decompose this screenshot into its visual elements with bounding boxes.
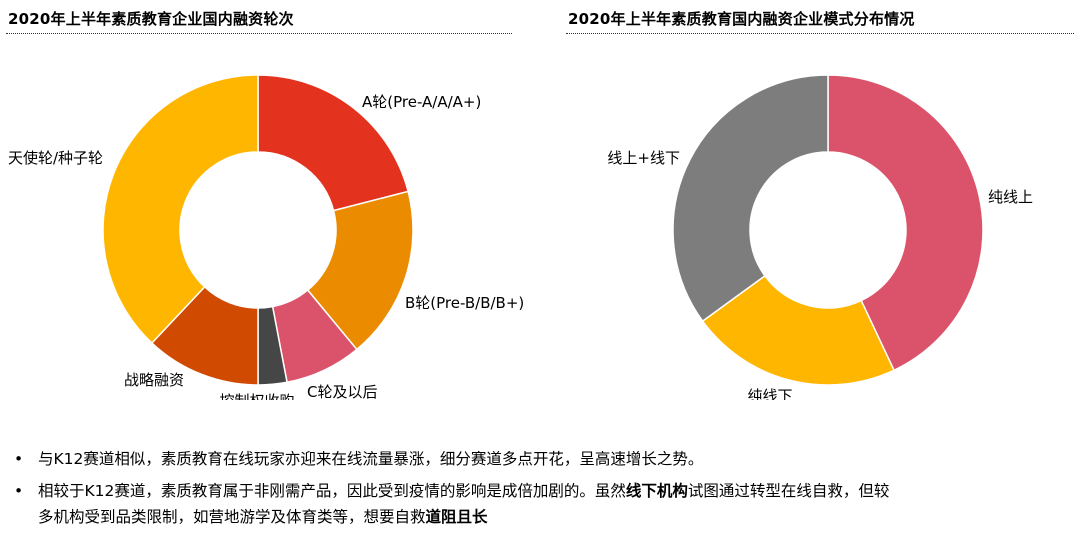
chart-1-slice-label-5: 战略融资: [124, 371, 184, 389]
bullet-marker: •: [14, 482, 24, 500]
chart-2-slice-label-3: 线上+线下: [607, 149, 680, 167]
notes: • 与K12赛道相似，素质教育在线玩家亦迎来在线流量暴涨，细分赛道多点开花，呈高…: [14, 446, 1074, 536]
note-1-text: 与K12赛道相似，素质教育在线玩家亦迎来在线流量暴涨，细分赛道多点开花，呈高速增…: [38, 450, 704, 468]
note-2-bold-b: 道阻且长: [425, 508, 488, 526]
note-2-text-a: 相较于K12赛道，素质教育属于非刚需产品，因此受到疫情的影响是成倍加剧的。虽然: [38, 482, 626, 500]
chart-1-slice-6: [102, 74, 259, 345]
chart-2-title: 2020年上半年素质教育国内融资企业模式分布情况: [568, 10, 915, 28]
note-2-text-c: 多机构受到品类限制，如营地游学及体育类等，想要自救: [38, 508, 426, 526]
chart-1-title: 2020年上半年素质教育企业国内融资轮次: [8, 10, 294, 28]
chart-2-slice-1: [827, 74, 984, 372]
donut-charts: A轮(Pre-A/A/A+) B轮(Pre-B/B/B+) C轮及以后控制权收购 战略…: [8, 74, 1033, 400]
chart-1-slice-label-3: C轮及以后: [307, 383, 377, 400]
chart-2-slice-label-2: 纯线下: [747, 387, 792, 400]
chart-2-slice-label-1: 纯线上: [988, 188, 1033, 206]
chart-1-slice-label-1: A轮(Pre-A/A/A+): [362, 93, 481, 111]
chart-2-divider: [566, 33, 1074, 34]
chart-1-slice-label-4: 控制权收购: [219, 392, 294, 400]
chart-1-divider: [6, 33, 512, 34]
chart-1-slice-1: [257, 74, 410, 212]
note-2-text-b: 试图通过转型在线自救，但较: [687, 482, 890, 500]
chart-2-slice-3: [672, 74, 829, 323]
note-2-bold-a: 线下机构: [625, 482, 688, 500]
bullet-marker: •: [14, 450, 24, 468]
note-1: • 与K12赛道相似，素质教育在线玩家亦迎来在线流量暴涨，细分赛道多点开花，呈高…: [14, 446, 1074, 472]
chart-1-slice-2: [306, 190, 414, 351]
note-2: • 相较于K12赛道，素质教育属于非刚需产品，因此受到疫情的影响是成倍加剧的。虽…: [14, 478, 1074, 530]
chart-1-slice-label-2: B轮(Pre-B/B/B+): [405, 294, 524, 312]
chart-2-slice-2: [701, 274, 895, 386]
chart-1-slice-label-6: 天使轮/种子轮: [8, 149, 103, 167]
